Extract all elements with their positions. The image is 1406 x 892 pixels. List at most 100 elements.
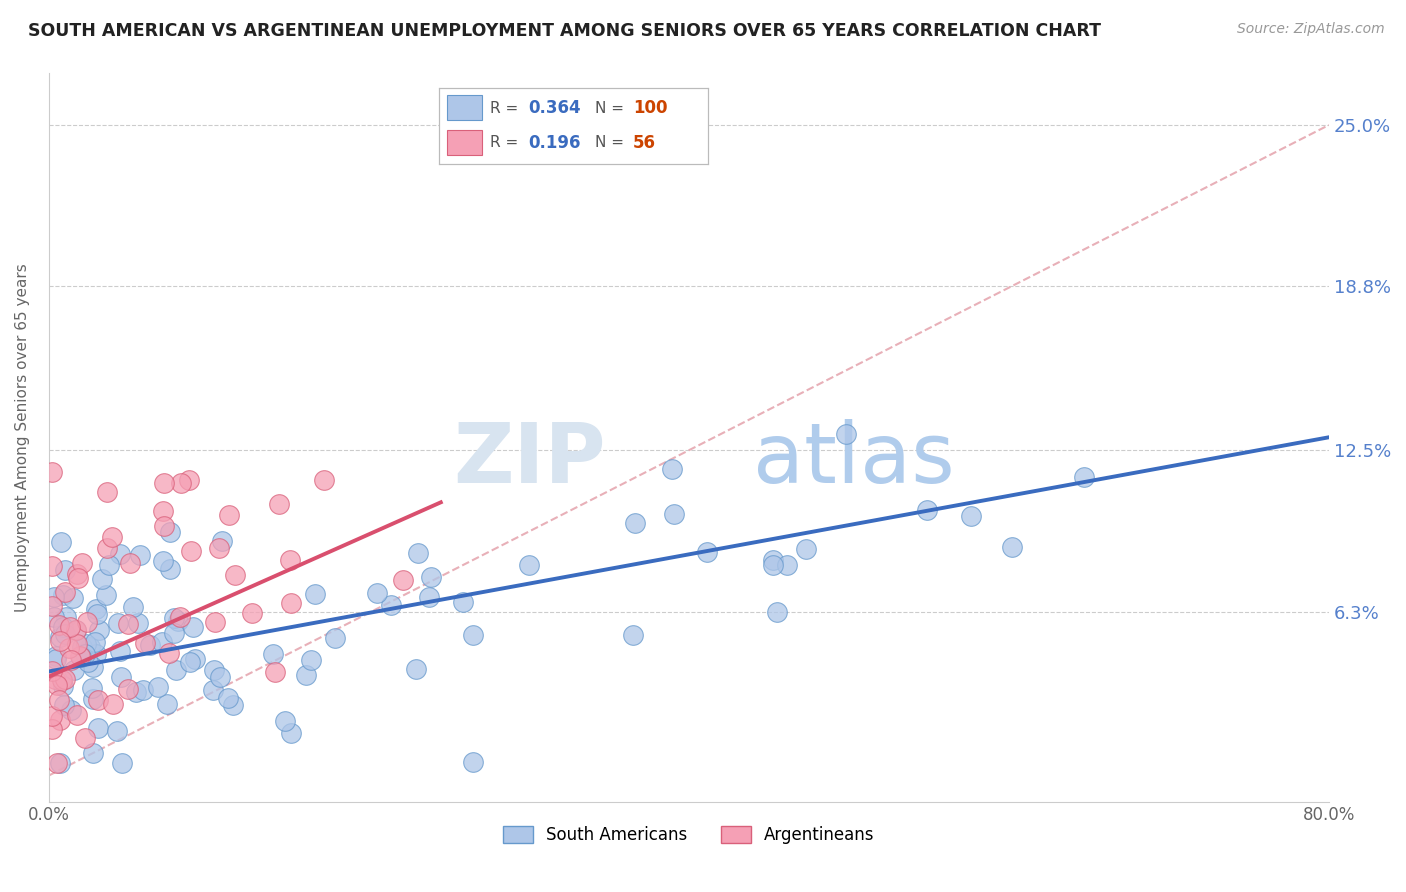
Point (405, 662, 427, 676)
Point (76, 615, 98, 629)
Point (179, 655, 201, 669)
Point (87, 623, 110, 637)
Point (169, 610, 191, 624)
Point (66, 571, 89, 585)
Point (960, 508, 983, 523)
Point (66, 567, 89, 582)
Point (152, 504, 174, 518)
Point (834, 427, 856, 442)
Point (41, 664, 63, 678)
Point (59, 620, 82, 634)
Point (146, 680, 169, 694)
Point (53, 585, 76, 599)
Point (177, 473, 200, 487)
Point (107, 615, 129, 630)
Point (762, 552, 785, 566)
Point (86, 721, 108, 735)
Text: SOUTH AMERICAN VS ARGENTINEAN UNEMPLOYMENT AMONG SENIORS OVER 65 YEARS CORRELATI: SOUTH AMERICAN VS ARGENTINEAN UNEMPLOYME… (28, 22, 1101, 40)
Point (69, 649, 91, 664)
Point (66, 637, 89, 651)
Point (91, 573, 114, 587)
Point (51, 673, 73, 687)
Point (55, 627, 77, 641)
Point (41, 599, 63, 613)
Text: ZIP: ZIP (453, 418, 606, 500)
Point (70, 640, 93, 655)
Point (621, 628, 644, 642)
Point (181, 620, 204, 634)
Point (79, 640, 101, 655)
Point (184, 652, 207, 666)
Point (280, 596, 302, 610)
Point (406, 545, 429, 559)
Point (117, 681, 139, 696)
Point (65, 624, 87, 638)
Point (202, 663, 225, 677)
Point (84, 634, 107, 648)
Point (44, 672, 66, 686)
Point (776, 558, 799, 572)
Point (53, 698, 76, 713)
Point (84, 602, 107, 616)
Point (242, 606, 264, 620)
Point (419, 570, 441, 584)
Point (152, 475, 174, 490)
Point (108, 547, 131, 561)
Point (222, 698, 245, 712)
Point (794, 541, 817, 556)
Point (451, 595, 474, 609)
Point (323, 631, 346, 645)
Point (152, 519, 174, 533)
Point (517, 558, 540, 572)
Point (208, 541, 231, 555)
Point (82, 659, 104, 673)
Point (201, 682, 224, 697)
Point (82, 746, 104, 760)
Point (41, 723, 63, 737)
Point (70, 649, 93, 664)
Point (138, 638, 160, 652)
Point (278, 553, 301, 567)
Point (42, 591, 65, 605)
Point (122, 599, 145, 614)
Point (129, 548, 152, 562)
Point (125, 685, 148, 699)
Point (165, 663, 187, 677)
Point (59, 703, 82, 717)
Text: Source: ZipAtlas.com: Source: ZipAtlas.com (1237, 22, 1385, 37)
Point (48, 634, 70, 648)
Point (96, 588, 118, 602)
Point (157, 646, 180, 660)
Point (1073, 470, 1095, 484)
Point (53, 672, 76, 686)
Point (66, 707, 89, 722)
Point (86, 693, 108, 707)
Point (98, 558, 121, 572)
Point (48, 693, 70, 707)
Point (52, 679, 75, 693)
Point (280, 725, 302, 739)
Point (46, 756, 69, 770)
Point (80, 681, 103, 695)
Point (41, 465, 63, 479)
Point (299, 653, 322, 667)
Point (59, 653, 82, 667)
Point (41, 709, 63, 723)
Point (55, 610, 77, 624)
Point (418, 591, 440, 605)
Point (41, 559, 63, 574)
Point (70, 556, 93, 570)
Point (295, 667, 318, 681)
Point (163, 625, 186, 640)
Point (661, 462, 683, 476)
Point (170, 475, 193, 490)
Point (304, 587, 326, 601)
Point (150, 635, 173, 649)
Point (366, 586, 388, 600)
Point (49, 756, 72, 770)
Point (49, 713, 72, 727)
Point (82, 692, 104, 706)
Legend: South Americans, Argentineans: South Americans, Argentineans (503, 826, 875, 844)
Point (204, 615, 226, 630)
Point (312, 473, 335, 487)
